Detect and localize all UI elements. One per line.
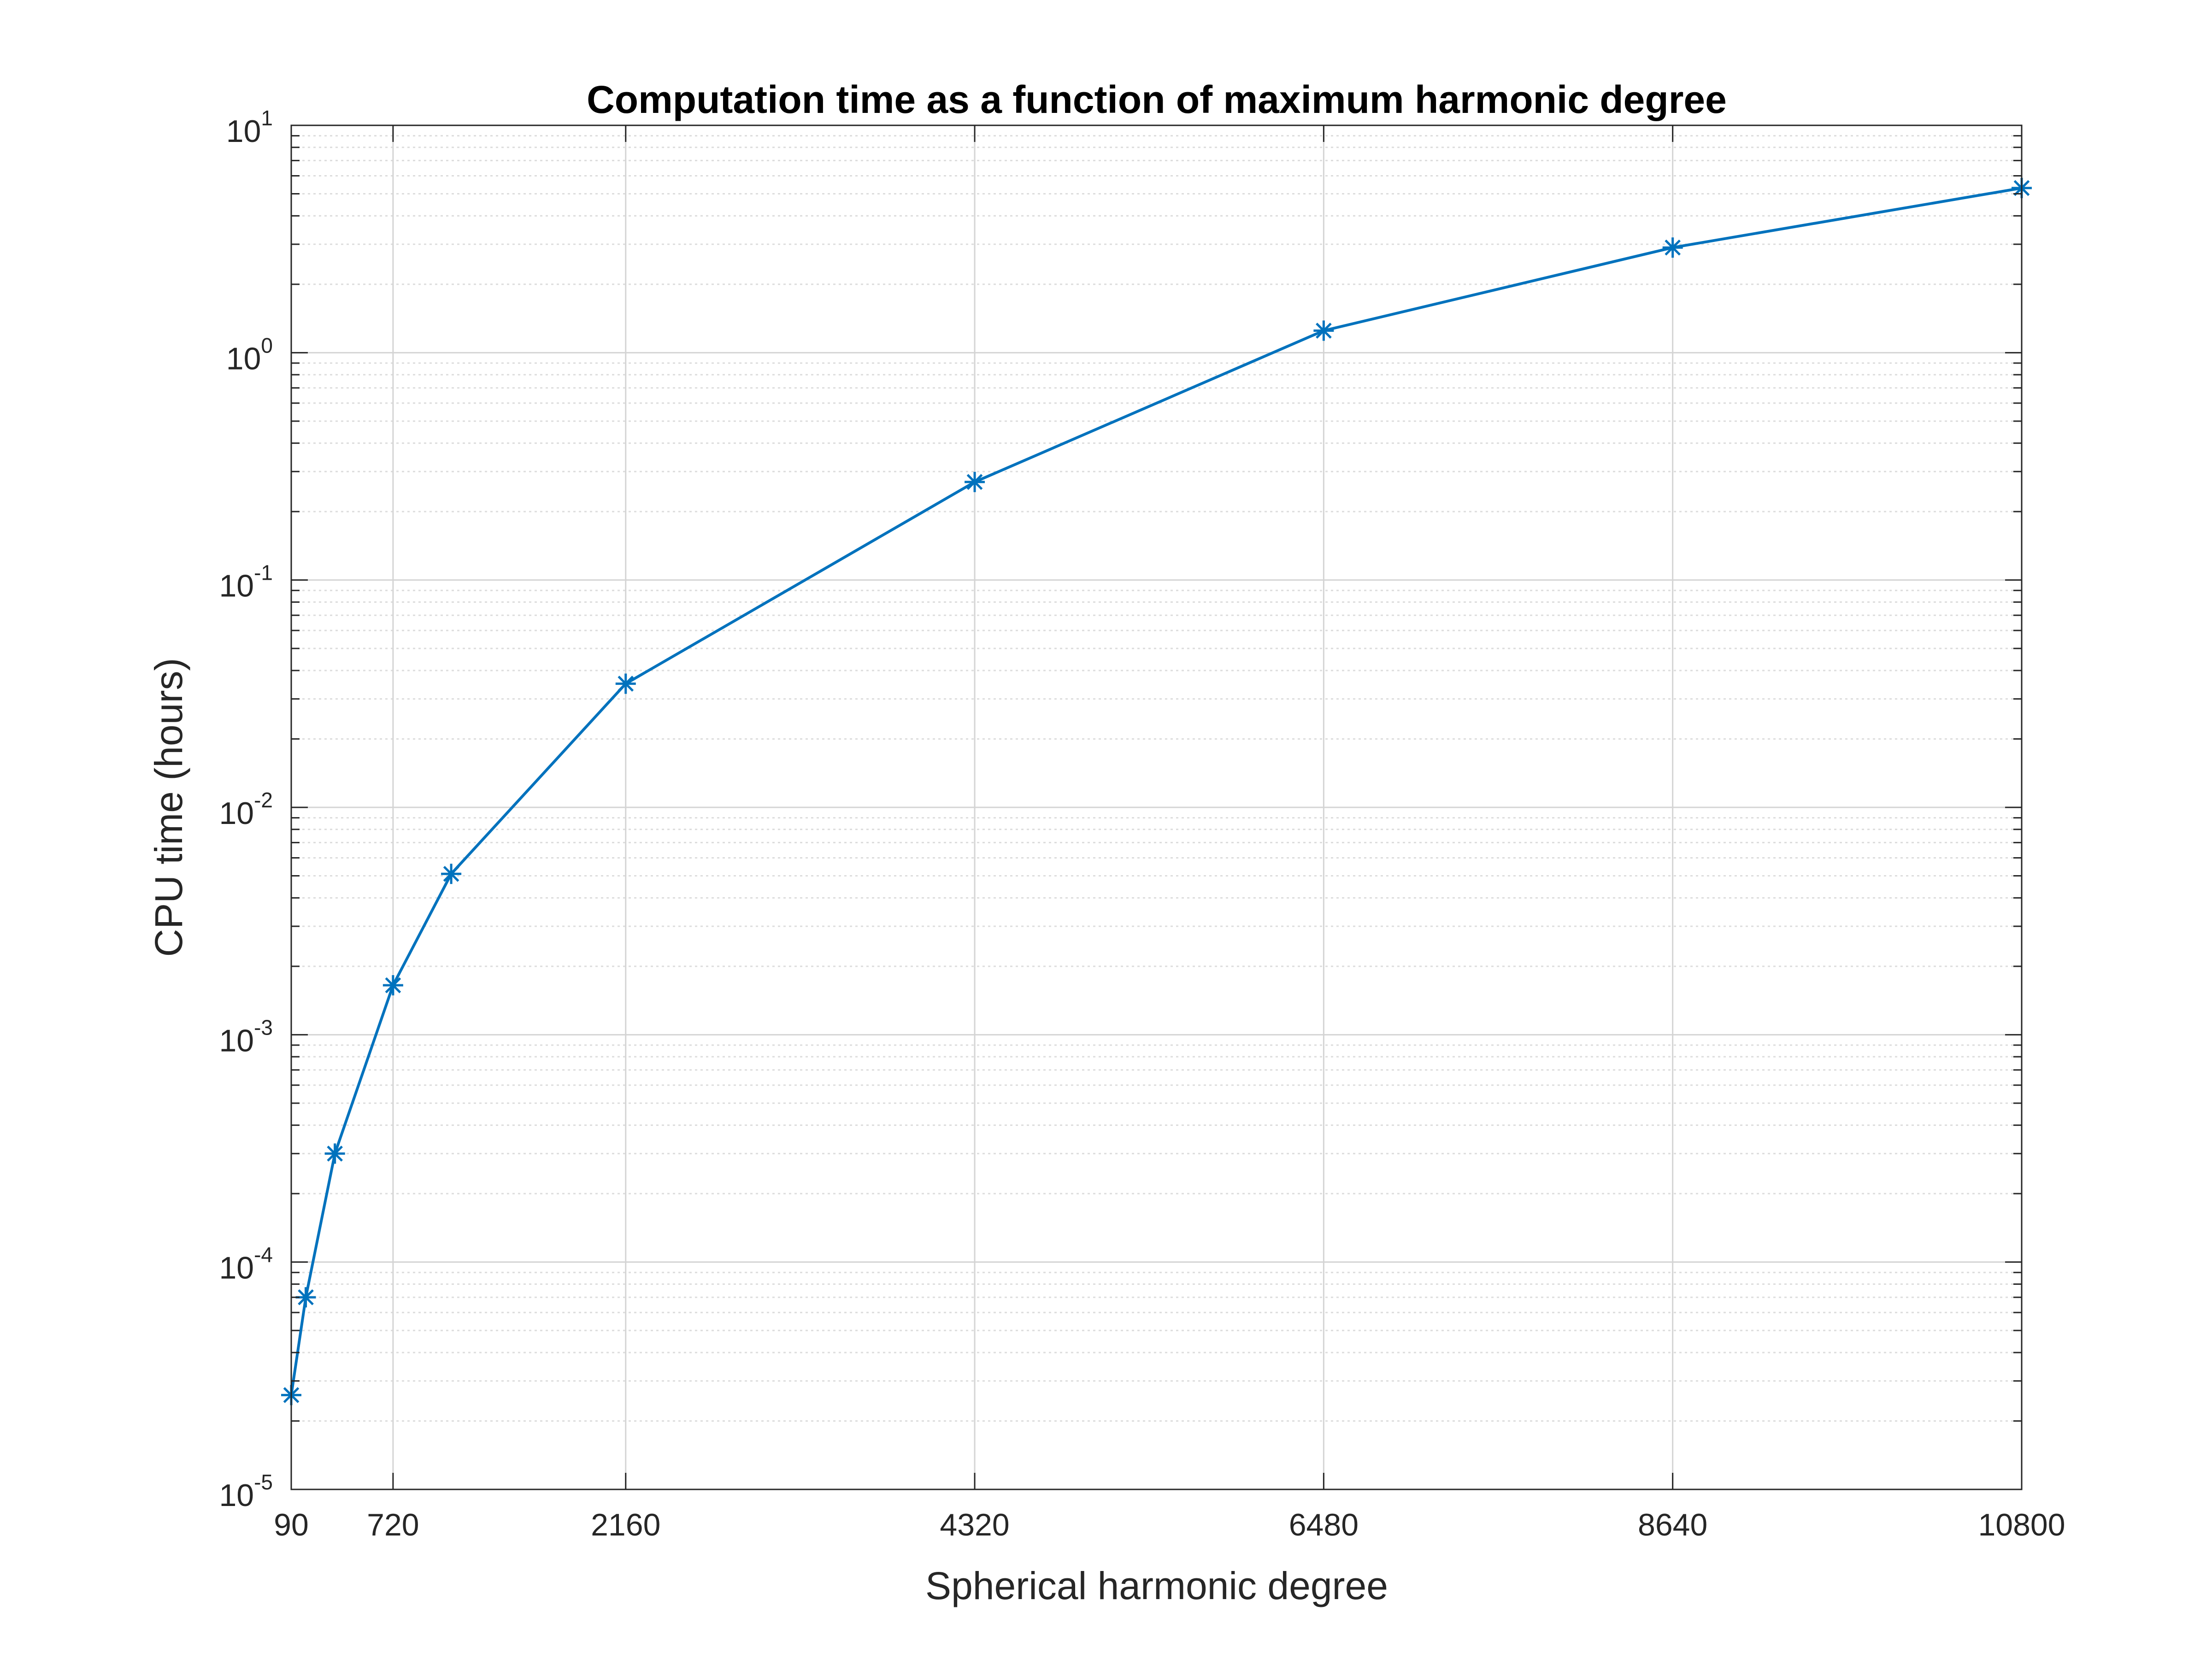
x-tick-label: 10800 [1978,1507,2065,1542]
data-point-marker [441,864,462,884]
x-axis-label: Spherical harmonic degree [925,1564,1388,1607]
data-point-marker [1313,320,1334,341]
y-tick-labels: 10-5 10-4 10-3 10-2 10-1 100 101 [219,106,273,1513]
marker-stroke [327,1145,343,1162]
data-point-marker [382,975,403,996]
y-tick-label: 10-3 [219,1015,273,1058]
x-tick-label: 90 [274,1507,309,1542]
series-line [290,187,2022,1395]
x-tick-label: 720 [367,1507,419,1542]
marker-stroke [1316,323,1332,339]
x-tick-label: 4320 [940,1507,1009,1542]
marker-stroke [1665,239,1681,256]
x-tick-labels: 90 720 2160 4320 6480 8640 10800 [274,1507,2065,1542]
marker-stroke [443,865,459,882]
x-tick-label: 8640 [1638,1507,1707,1542]
marker-stroke [385,977,401,994]
y-tick-label: 10-4 [219,1243,273,1286]
y-tick-label: 101 [226,106,273,149]
y-axis-label: CPU time (hours) [147,658,190,957]
marker-stroke [966,474,983,490]
data-point-marker [324,1143,345,1164]
data-point-marker [615,673,636,694]
marker-stroke [298,1289,314,1306]
x-tick-label: 6480 [1289,1507,1359,1542]
y-tick-label: 10-5 [219,1470,273,1513]
data-point-marker [965,471,985,492]
marker-stroke [618,676,634,692]
chart-title: Computation time as a function of maximu… [587,78,1727,121]
y-tick-label: 10-2 [219,788,273,831]
y-tick-label: 100 [226,333,273,376]
y-tick-label: 10-1 [219,561,273,604]
x-tick-label: 2160 [591,1507,660,1542]
data-point-marker [1662,237,1683,258]
ticks [290,124,2023,1490]
